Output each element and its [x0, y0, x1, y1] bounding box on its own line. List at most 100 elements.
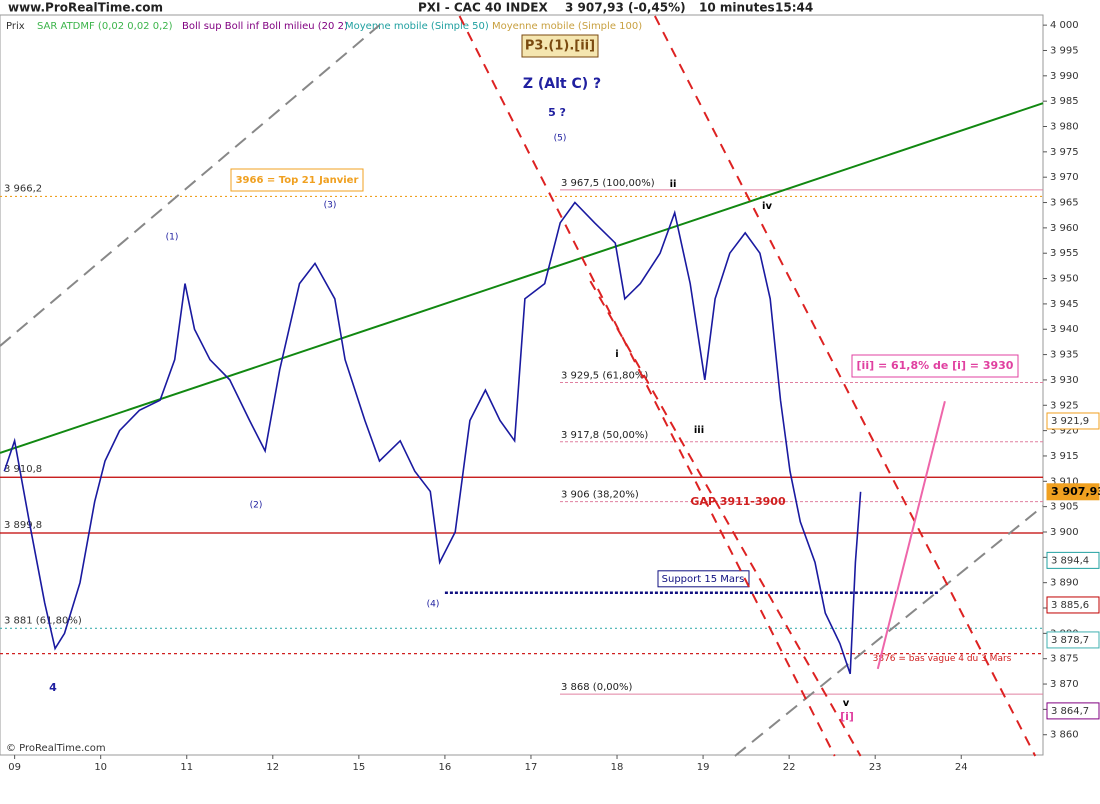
x-tick-label: 23	[869, 762, 882, 773]
annotation: (2)	[250, 501, 263, 511]
annotation: v	[843, 698, 850, 709]
y-tick-label: 3 990	[1050, 71, 1079, 82]
x-tick-label: 16	[439, 762, 452, 773]
price-box	[1046, 412, 1100, 430]
last-quote: 3 907,93 (-0,45%)	[565, 1, 686, 15]
price-box-label: 3 878,7	[1051, 635, 1089, 646]
price-box-label: 3 921,9	[1051, 416, 1089, 427]
level-label: 3876 = bas vague 4 du 3 Mars	[873, 654, 1012, 664]
y-tick-label: 3 980	[1050, 122, 1079, 133]
annotation: 5 ?	[548, 106, 566, 119]
annotation: (4)	[427, 600, 440, 610]
price-box-label: 3 864,7	[1051, 706, 1089, 717]
x-tick-label: 22	[783, 762, 796, 773]
annotation: (5)	[554, 134, 567, 144]
y-tick-label: 3 930	[1050, 375, 1079, 386]
y-tick-label: 3 970	[1050, 172, 1079, 183]
y-tick-label: 3 940	[1050, 324, 1079, 335]
y-tick-label: 3 985	[1050, 96, 1079, 107]
price-box-label: 3 894,4	[1051, 555, 1089, 566]
annotation: i	[615, 349, 618, 360]
y-tick-label: 3 875	[1050, 654, 1079, 665]
annotation-box	[521, 34, 599, 58]
price-label: Prix	[6, 21, 25, 32]
price-box	[1046, 631, 1100, 649]
y-tick-label: 3 890	[1050, 578, 1079, 589]
y-tick-label: 3 860	[1050, 730, 1079, 741]
y-tick-label: 4 000	[1050, 20, 1079, 31]
y-tick-label: 3 920	[1050, 426, 1079, 437]
x-tick-label: 11	[180, 762, 193, 773]
x-tick-label: 12	[266, 762, 279, 773]
level-label: 3 899,8	[4, 520, 42, 531]
legend-entry: Boll sup Boll inf Boll milieu (20 2)	[182, 21, 348, 32]
x-tick-label: 19	[697, 762, 710, 773]
y-tick-label: 3 915	[1050, 451, 1079, 462]
annotation: (1)	[166, 233, 179, 243]
timeframe: 10 minutes	[699, 1, 775, 15]
fib-label: 3 917,8 (50,00%)	[561, 430, 648, 441]
y-tick-label: 3 910	[1050, 476, 1079, 487]
price-box-label: 3 907,93	[1051, 485, 1100, 498]
annotation: Z (Alt C) ?	[523, 76, 601, 92]
y-tick-label: 3 955	[1050, 248, 1079, 259]
level-label: 3 910,8	[4, 464, 42, 475]
trendline	[653, 15, 1037, 757]
annotation: [ii] = 61,8% de [i] = 3930	[857, 359, 1014, 372]
fib-label: 3 929,5 (61,80%)	[561, 370, 648, 381]
trendline	[458, 15, 836, 757]
legend-entry: SAR ATDMF (0,02 0,02 0,2)	[37, 21, 173, 32]
y-tick-label: 3 900	[1050, 527, 1079, 538]
annotation-box	[851, 354, 1019, 378]
y-tick-label: 3 870	[1050, 679, 1079, 690]
price-box	[1046, 551, 1100, 569]
title: PXI - CAC 40 INDEX	[418, 1, 548, 15]
trendline	[734, 505, 1044, 757]
annotation-box	[230, 168, 364, 192]
y-tick-label: 3 950	[1050, 274, 1079, 285]
y-tick-label: 3 995	[1050, 45, 1079, 56]
copyright: © ProRealTime.com	[6, 743, 106, 754]
y-tick-label: 3 935	[1050, 350, 1079, 361]
price-box	[1046, 483, 1100, 501]
x-tick-label: 18	[611, 762, 624, 773]
annotation: 4	[49, 681, 57, 694]
annotation: iii	[694, 425, 704, 436]
x-tick-label: 15	[352, 762, 365, 773]
x-tick-label: 09	[8, 762, 21, 773]
y-tick-label: 3 905	[1050, 502, 1079, 513]
annotation: (3)	[324, 201, 337, 211]
trendline	[0, 24, 381, 347]
annotation: iv	[762, 201, 772, 212]
level-label-box	[657, 570, 750, 588]
y-tick-label: 3 975	[1050, 147, 1079, 158]
price-box	[1046, 702, 1100, 720]
y-tick-label: 3 960	[1050, 223, 1079, 234]
time: 15:44	[775, 1, 813, 15]
annotation: ii	[670, 179, 677, 190]
legend-entry: Moyenne mobile (Simple 100)	[492, 21, 642, 32]
annotation: 3966 = Top 21 Janvier	[236, 175, 359, 186]
annotation: P3.(1).[ii]	[525, 39, 595, 54]
fib-label: 3 868 (0,00%)	[561, 682, 632, 693]
annotation: [i]	[840, 710, 854, 723]
level-label: Support 15 Mars	[662, 574, 745, 585]
y-tick-label: 3 925	[1050, 400, 1079, 411]
x-tick-label: 24	[955, 762, 968, 773]
y-tick-label: 3 945	[1050, 299, 1079, 310]
level-label: 3 881 (61,80%)	[4, 615, 82, 626]
price-box-label: 3 885,6	[1051, 600, 1089, 611]
site: www.ProRealTime.com	[8, 1, 163, 15]
trendline	[0, 102, 1044, 454]
fib-label: 3 967,5 (100,00%)	[561, 178, 655, 189]
legend-entry: Moyenne mobile (Simple 50)	[345, 21, 489, 32]
fib-label: 3 906 (38,20%)	[561, 490, 639, 501]
x-tick-label: 10	[94, 762, 107, 773]
x-tick-label: 17	[525, 762, 538, 773]
trendline	[589, 280, 862, 757]
level-label: 3 966,2	[4, 183, 42, 194]
trendline	[876, 400, 946, 670]
y-tick-label: 3 965	[1050, 198, 1079, 209]
